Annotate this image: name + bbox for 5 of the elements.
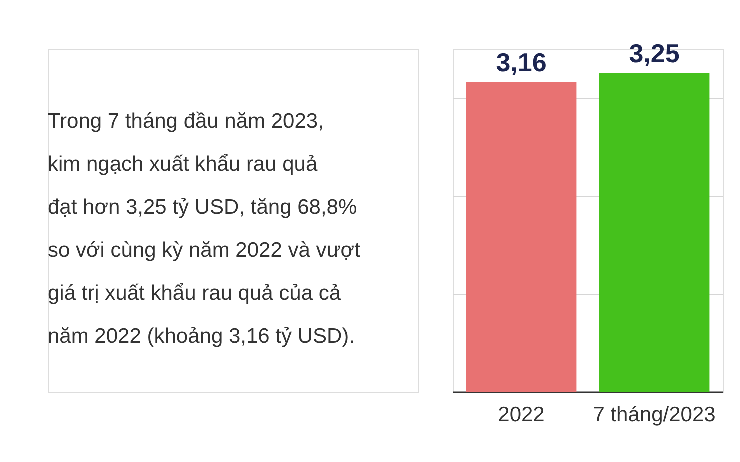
data-label: 3,25	[629, 38, 680, 68]
x-tick-label: 7 tháng/2023	[593, 404, 716, 426]
x-tick-label: 2022	[498, 404, 545, 426]
text: Trong 7 tháng đầu năm 2023, kim ngạch xuất khẩu rau quả đạt hơn 3,25 tỷ USD, tăng 68,8% so với cùng kỳ năm 2022 và vượt giá trị xuất khẩu rau quả của cả năm 2022 (khoảng 3,16 tỷ USD).	[48, 110, 361, 348]
data-label: 3,16	[496, 47, 547, 78]
